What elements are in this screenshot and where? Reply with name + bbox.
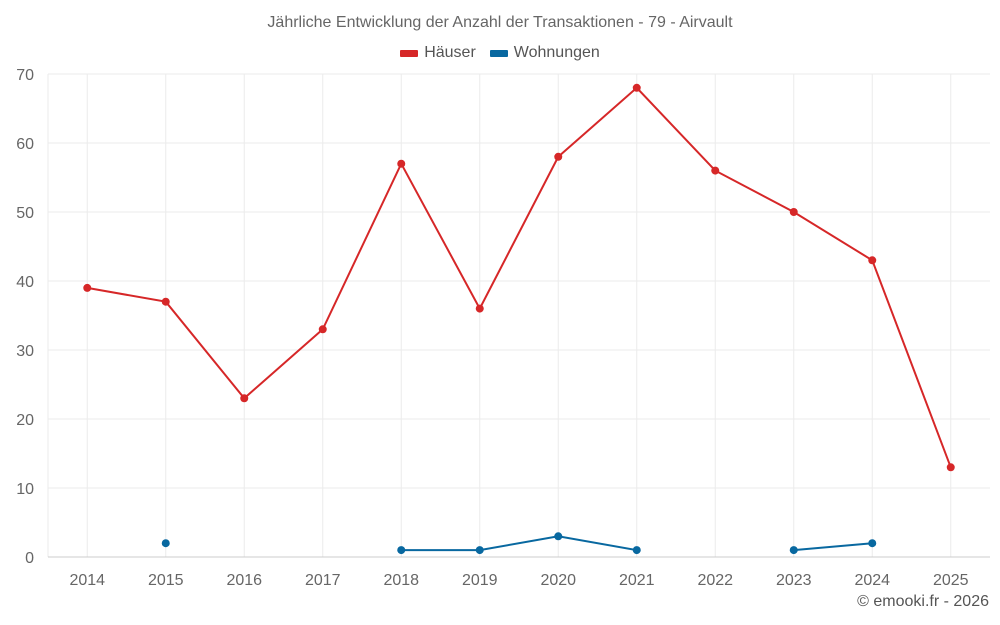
legend: Häuser Wohnungen xyxy=(0,44,1000,62)
data-point[interactable] xyxy=(83,283,92,292)
data-point[interactable] xyxy=(789,546,798,555)
legend-label: Wohnungen xyxy=(513,44,600,61)
legend-swatch xyxy=(489,49,508,57)
x-tick-label: 2021 xyxy=(619,572,655,589)
legend-item-wohnungen[interactable]: Wohnungen xyxy=(489,44,600,62)
x-tick-label: 2016 xyxy=(226,572,262,589)
data-point[interactable] xyxy=(554,532,563,541)
data-point[interactable] xyxy=(397,159,406,168)
y-tick-label: 30 xyxy=(16,343,34,360)
data-point[interactable] xyxy=(632,83,641,92)
chart-title: Jährliche Entwicklung der Anzahl der Tra… xyxy=(267,14,733,31)
y-tick-label: 20 xyxy=(16,412,34,429)
data-point[interactable] xyxy=(475,304,484,313)
x-tick-label: 2014 xyxy=(69,572,105,589)
x-tick-label: 2019 xyxy=(462,572,498,589)
legend-swatch xyxy=(400,49,419,57)
data-point[interactable] xyxy=(161,297,170,306)
data-point[interactable] xyxy=(711,166,720,175)
x-tick-label: 2020 xyxy=(540,572,576,589)
y-tick-label: 60 xyxy=(16,136,34,153)
data-point[interactable] xyxy=(318,325,327,334)
x-tick-label: 2025 xyxy=(933,572,969,589)
x-tick-label: 2015 xyxy=(148,572,184,589)
y-tick-label: 50 xyxy=(16,205,34,222)
data-point[interactable] xyxy=(475,546,484,555)
series-line xyxy=(793,542,873,552)
y-tick-label: 40 xyxy=(16,274,34,291)
y-tick-label: 70 xyxy=(16,67,34,84)
x-tick-label: 2022 xyxy=(697,572,733,589)
x-tick-label: 2023 xyxy=(776,572,812,589)
data-point[interactable] xyxy=(789,208,798,216)
data-point[interactable] xyxy=(632,546,641,555)
x-tick-label: 2024 xyxy=(854,572,890,589)
data-point[interactable] xyxy=(868,539,877,548)
data-point[interactable] xyxy=(397,546,406,555)
legend-item-haeuser[interactable]: Häuser xyxy=(400,44,476,62)
x-tick-label: 2018 xyxy=(383,572,419,589)
legend-label: Häuser xyxy=(424,44,476,61)
y-tick-label: 10 xyxy=(16,481,34,498)
data-point[interactable] xyxy=(240,394,249,403)
data-point[interactable] xyxy=(868,256,877,265)
series-line xyxy=(401,535,637,552)
series-line xyxy=(87,86,952,468)
x-tick-label: 2017 xyxy=(305,572,341,589)
credit: © emooki.fr - 2026 xyxy=(857,593,989,610)
data-point[interactable] xyxy=(161,539,170,548)
y-tick-label: 0 xyxy=(25,550,34,567)
data-point[interactable] xyxy=(946,463,955,472)
data-point[interactable] xyxy=(554,152,563,161)
